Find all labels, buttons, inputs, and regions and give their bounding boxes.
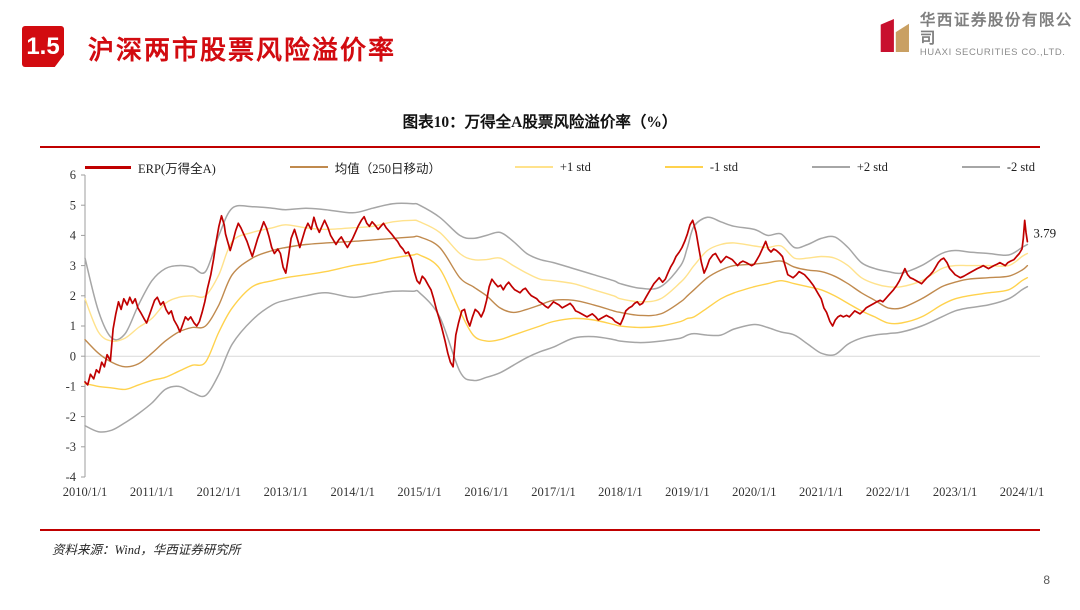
y-tick-label: 1 bbox=[70, 319, 76, 333]
legend-swatch-5 bbox=[961, 166, 1000, 168]
y-tick-label: 5 bbox=[70, 198, 76, 212]
y-tick-label: 4 bbox=[70, 229, 77, 243]
legend-label-3: -1 std bbox=[709, 159, 738, 174]
huaxi-logo: 华西证券股份有限公司 HUAXI SECURITIES CO.,LTD. bbox=[876, 12, 1080, 59]
logo-company-name-en: HUAXI SECURITIES CO.,LTD. bbox=[919, 46, 1066, 58]
legend-label-5: -2 std bbox=[1006, 159, 1035, 174]
series-1 bbox=[84, 235, 1029, 368]
chart-bottom-rule bbox=[40, 529, 1040, 531]
x-tick-label: 2014/1/1 bbox=[330, 485, 374, 499]
x-tick-label: 2017/1/1 bbox=[531, 485, 575, 499]
legend-label-2: +1 std bbox=[559, 159, 591, 174]
x-tick-label: 2023/1/1 bbox=[933, 485, 977, 499]
series-2 bbox=[84, 219, 1029, 343]
y-tick-label: -2 bbox=[66, 410, 76, 424]
legend-item-4: +2 std bbox=[811, 159, 888, 175]
series-4 bbox=[84, 202, 1029, 341]
legend-item-1: 均值（250日移动） bbox=[289, 158, 441, 177]
x-tick-label: 2018/1/1 bbox=[598, 485, 642, 499]
huaxi-logo-mark bbox=[880, 19, 909, 53]
x-tick-label: 2013/1/1 bbox=[264, 485, 308, 499]
legend-item-2: +1 std bbox=[514, 159, 591, 175]
page-number: 8 bbox=[1043, 573, 1050, 587]
legend-item-0: ERP(万得全A) bbox=[85, 158, 216, 177]
chart-title: 图表10：万得全A股票风险溢价率（%） bbox=[402, 114, 678, 131]
x-tick-label: 2019/1/1 bbox=[665, 485, 709, 499]
series-0 bbox=[84, 214, 1029, 386]
y-tick-label: 2 bbox=[70, 289, 76, 303]
legend-swatch-4 bbox=[811, 166, 850, 168]
x-tick-label: 2011/1/1 bbox=[130, 485, 174, 499]
chart-top-rule bbox=[40, 146, 1040, 148]
x-tick-label: 2024/1/1 bbox=[1000, 485, 1044, 499]
y-tick-label: 0 bbox=[70, 349, 76, 363]
page-title: 沪深两市股票风险溢价率 bbox=[88, 35, 397, 65]
legend-item-5: -2 std bbox=[961, 159, 1035, 175]
section-badge: 1.5 bbox=[22, 26, 64, 67]
y-tick-label: -4 bbox=[66, 470, 77, 484]
legend-swatch-3 bbox=[664, 166, 703, 168]
legend-label-4: +2 std bbox=[856, 159, 888, 174]
legend-label-1: 均值（250日移动） bbox=[334, 161, 441, 176]
x-tick-label: 2010/1/1 bbox=[63, 485, 107, 499]
x-tick-label: 2012/1/1 bbox=[197, 485, 241, 499]
x-tick-label: 2021/1/1 bbox=[799, 485, 843, 499]
y-tick-label: -3 bbox=[66, 440, 76, 454]
x-tick-label: 2015/1/1 bbox=[397, 485, 441, 499]
chart-legend: ERP(万得全A) 均值（250日移动） +1 std -1 std +2 std -2 … bbox=[85, 156, 1035, 178]
x-tick-label: 2022/1/1 bbox=[866, 485, 910, 499]
y-tick-label: -1 bbox=[66, 380, 76, 394]
legend-item-3: -1 std bbox=[664, 159, 738, 175]
logo-company-name-cn: 华西证券股份有限公司 bbox=[919, 12, 1073, 47]
legend-label-0: ERP(万得全A) bbox=[138, 161, 216, 176]
source-note: 资料来源：Wind，华西证券研究所 bbox=[52, 543, 241, 557]
legend-swatch-0 bbox=[85, 165, 131, 169]
x-tick-label: 2016/1/1 bbox=[464, 485, 508, 499]
series-5 bbox=[84, 285, 1029, 433]
y-tick-label: 6 bbox=[70, 168, 76, 182]
end-value-label: 3.79 bbox=[1033, 226, 1056, 241]
legend-swatch-1 bbox=[289, 166, 328, 168]
x-tick-label: 2020/1/1 bbox=[732, 485, 776, 499]
series-3 bbox=[84, 253, 1029, 391]
y-tick-label: 3 bbox=[70, 259, 76, 273]
legend-swatch-2 bbox=[514, 166, 553, 168]
